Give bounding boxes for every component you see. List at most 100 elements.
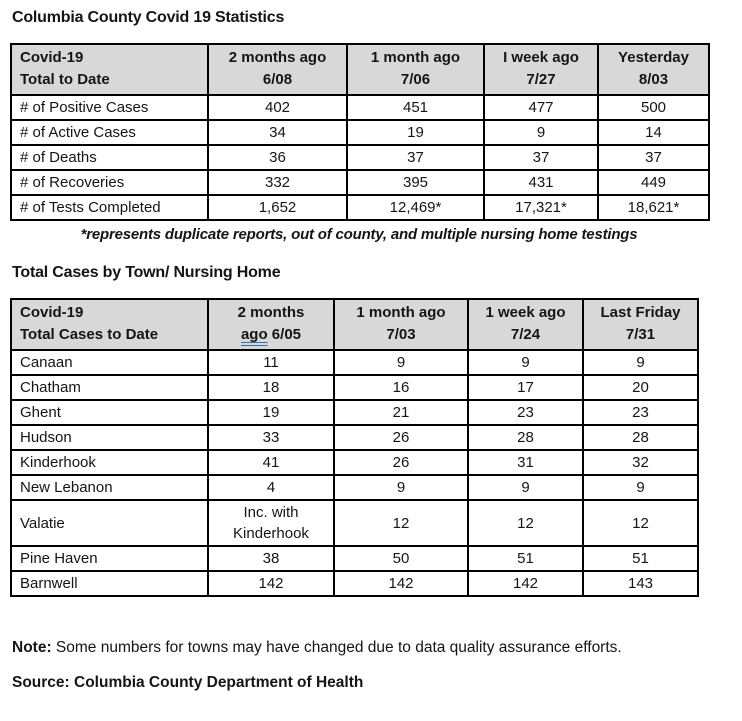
row-label-cell: Chatham xyxy=(10,374,209,401)
county-stats-table-head: Covid-19 Total to Date 2 months ago 6/08 1 m… xyxy=(10,43,710,96)
table-row: # of Deaths 36 37 37 37 xyxy=(10,144,710,171)
header-cell: Yesterday 8/03 xyxy=(597,43,710,96)
value-cell: 402 xyxy=(207,94,348,121)
value-cell: 36 xyxy=(207,144,348,171)
row-label-cell: # of Positive Cases xyxy=(10,94,209,121)
value-cell: 142 xyxy=(333,570,469,597)
table-row: # of Tests Completed 1,652 12,469* 17,321* 1… xyxy=(10,194,710,221)
value-cell: 332 xyxy=(207,169,348,196)
value-cell: 9 xyxy=(467,474,584,501)
value-cell: 38 xyxy=(207,545,335,572)
table-row: Pine Haven 38 50 51 51 xyxy=(10,545,699,572)
row-label-cell: # of Recoveries xyxy=(10,169,209,196)
table-row: Valatie Inc. with Kinderhook 12 12 12 xyxy=(10,499,699,547)
value-cell: 18 xyxy=(207,374,335,401)
value-cell: 28 xyxy=(467,424,584,451)
value-cell: 17 xyxy=(467,374,584,401)
header-cell: Last Friday 7/31 xyxy=(582,298,699,351)
header-cell: 1 month ago 7/03 xyxy=(333,298,469,351)
value-cell: 9 xyxy=(333,349,469,376)
town-cases-table: Covid-19 Total Cases to Date 2 months ago 6… xyxy=(10,298,699,597)
value-cell: 12 xyxy=(582,499,699,547)
value-cell: 143 xyxy=(582,570,699,597)
header-cell: 1 week ago 7/24 xyxy=(467,298,584,351)
table-row: New Lebanon 4 9 9 9 xyxy=(10,474,699,501)
value-cell: 23 xyxy=(467,399,584,426)
value-cell: 9 xyxy=(333,474,469,501)
header-cell: Covid-19 Total Cases to Date xyxy=(10,298,209,351)
value-cell: 500 xyxy=(597,94,710,121)
row-label-cell: Ghent xyxy=(10,399,209,426)
header-row: Covid-19 Total to Date 2 months ago 6/08 1 m… xyxy=(10,43,710,96)
source-line: Source: Columbia County Department of He… xyxy=(12,674,364,691)
value-cell: 51 xyxy=(582,545,699,572)
header-cell: 2 months ago 6/05 xyxy=(207,298,335,351)
value-cell: 9 xyxy=(582,474,699,501)
row-label-cell: # of Active Cases xyxy=(10,119,209,146)
header-cell: 2 months ago 6/08 xyxy=(207,43,348,96)
value-cell: 4 xyxy=(207,474,335,501)
table-row: Barnwell 142 142 142 143 xyxy=(10,570,699,597)
value-cell: 12 xyxy=(467,499,584,547)
header-cell: Covid-19 Total to Date xyxy=(10,43,209,96)
value-cell: 34 xyxy=(207,119,348,146)
value-cell: 23 xyxy=(582,399,699,426)
grammar-check-underline: ago xyxy=(240,326,268,343)
table-row: # of Active Cases 34 19 9 14 xyxy=(10,119,710,146)
value-cell: 26 xyxy=(333,424,469,451)
asterisk-footnote: *represents duplicate reports, out of co… xyxy=(80,226,638,243)
value-cell: 28 xyxy=(582,424,699,451)
value-cell: 37 xyxy=(483,144,599,171)
value-cell: 395 xyxy=(346,169,485,196)
county-stats-table: Covid-19 Total to Date 2 months ago 6/08 1 m… xyxy=(10,43,710,221)
town-cases-table-head: Covid-19 Total Cases to Date 2 months ago 6… xyxy=(10,298,699,351)
value-cell: 19 xyxy=(207,399,335,426)
value-cell: 11 xyxy=(207,349,335,376)
table-row: # of Recoveries 332 395 431 449 xyxy=(10,169,710,196)
header-cell: I week ago 7/27 xyxy=(483,43,599,96)
header-cell: 1 month ago 7/06 xyxy=(346,43,485,96)
table-row: Canaan 11 9 9 9 xyxy=(10,349,699,376)
table-row: Ghent 19 21 23 23 xyxy=(10,399,699,426)
value-cell: 20 xyxy=(582,374,699,401)
value-cell: 18,621* xyxy=(597,194,710,221)
value-cell: 142 xyxy=(207,570,335,597)
page-title: Columbia County Covid 19 Statistics xyxy=(12,9,285,26)
value-cell: 9 xyxy=(467,349,584,376)
value-cell: 9 xyxy=(483,119,599,146)
note-label: Note: xyxy=(12,639,52,656)
table-row: Hudson 33 26 28 28 xyxy=(10,424,699,451)
value-cell: Inc. with Kinderhook xyxy=(207,499,335,547)
value-cell: 37 xyxy=(597,144,710,171)
value-cell: 12,469* xyxy=(346,194,485,221)
value-cell: 32 xyxy=(582,449,699,476)
value-cell: 14 xyxy=(597,119,710,146)
county-stats-table-body: # of Positive Cases 402 451 477 500 # of Acti… xyxy=(10,94,710,221)
town-cases-table-body: Canaan 11 9 9 9 Chatham 18 16 17 20 Ghent 19 21 23 23 H… xyxy=(10,349,699,597)
row-label-cell: # of Tests Completed xyxy=(10,194,209,221)
row-label-cell: Barnwell xyxy=(10,570,209,597)
value-cell: 142 xyxy=(467,570,584,597)
value-cell: 51 xyxy=(467,545,584,572)
note-text: Some numbers for towns may have changed … xyxy=(55,639,622,656)
value-cell: 9 xyxy=(582,349,699,376)
value-cell: 19 xyxy=(346,119,485,146)
value-cell: 50 xyxy=(333,545,469,572)
section-title-towns: Total Cases by Town/ Nursing Home xyxy=(12,264,281,281)
value-cell: 37 xyxy=(346,144,485,171)
value-cell: 21 xyxy=(333,399,469,426)
row-label-cell: Kinderhook xyxy=(10,449,209,476)
row-label-cell: Valatie xyxy=(10,499,209,547)
table-row: Kinderhook 41 26 31 32 xyxy=(10,449,699,476)
value-cell: 17,321* xyxy=(483,194,599,221)
table-row: Chatham 18 16 17 20 xyxy=(10,374,699,401)
row-label-cell: Canaan xyxy=(10,349,209,376)
note-line: Note: Some numbers for towns may have ch… xyxy=(12,639,732,657)
value-cell: 16 xyxy=(333,374,469,401)
value-cell: 12 xyxy=(333,499,469,547)
value-cell: 26 xyxy=(333,449,469,476)
document-page: Columbia County Covid 19 Statistics Covi… xyxy=(10,9,732,691)
table-row: # of Positive Cases 402 451 477 500 xyxy=(10,94,710,121)
value-cell: 431 xyxy=(483,169,599,196)
value-cell: 1,652 xyxy=(207,194,348,221)
